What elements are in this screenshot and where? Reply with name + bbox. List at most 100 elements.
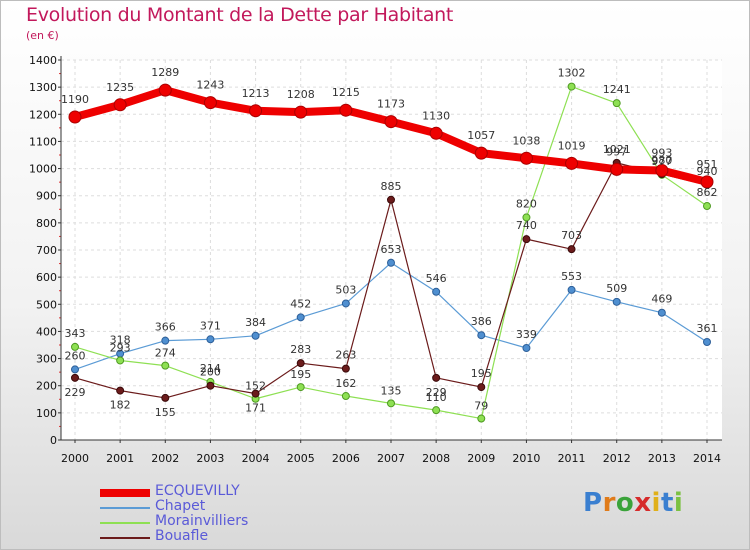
data-point bbox=[161, 361, 170, 370]
data-point bbox=[387, 399, 395, 408]
data-label: 361 bbox=[697, 322, 718, 335]
x-tick-label: 2007 bbox=[377, 452, 405, 465]
data-label: 452 bbox=[290, 297, 311, 310]
data-point bbox=[71, 373, 79, 382]
data-label: 1173 bbox=[377, 98, 405, 111]
logo-letter: r bbox=[602, 488, 616, 518]
data-label: 343 bbox=[65, 327, 86, 340]
x-tick-label: 2000 bbox=[61, 452, 89, 465]
data-point bbox=[251, 389, 260, 398]
data-point bbox=[206, 381, 215, 390]
y-tick-label: 200 bbox=[36, 380, 57, 393]
x-tick-label: 2008 bbox=[422, 452, 450, 465]
x-tick-label: 2010 bbox=[512, 452, 540, 465]
data-label: 1190 bbox=[61, 93, 89, 106]
data-point bbox=[161, 393, 170, 402]
y-tick-label: 900 bbox=[36, 190, 57, 203]
data-point bbox=[703, 202, 711, 211]
data-label: 1021 bbox=[603, 143, 631, 156]
data-label: 1289 bbox=[151, 66, 179, 79]
data-label: 1038 bbox=[512, 134, 540, 147]
data-point bbox=[294, 105, 308, 119]
legend-label: Bouafle bbox=[155, 528, 209, 544]
data-label: 1213 bbox=[242, 87, 270, 100]
data-point bbox=[158, 83, 172, 97]
data-label: 820 bbox=[516, 197, 537, 210]
data-label: 195 bbox=[471, 367, 492, 380]
data-label: 384 bbox=[245, 316, 266, 329]
chart-title: Evolution du Montant de la Dette par Hab… bbox=[26, 4, 454, 26]
data-label: 366 bbox=[155, 321, 176, 334]
legend-swatch bbox=[100, 522, 150, 524]
data-label: 980 bbox=[651, 154, 672, 167]
data-point bbox=[161, 336, 170, 345]
data-point bbox=[432, 373, 441, 382]
data-label: 110 bbox=[426, 391, 447, 404]
data-point bbox=[565, 156, 579, 170]
data-label: 263 bbox=[335, 349, 356, 362]
data-point bbox=[522, 213, 531, 222]
data-label: 993 bbox=[651, 146, 672, 159]
data-label: 1302 bbox=[558, 67, 586, 80]
data-label: 553 bbox=[561, 270, 582, 283]
data-label: 162 bbox=[335, 377, 356, 390]
data-label: 1235 bbox=[106, 81, 134, 94]
y-tick-label: 800 bbox=[36, 217, 57, 230]
x-tick-label: 2013 bbox=[648, 452, 676, 465]
data-label: 997 bbox=[606, 145, 627, 158]
data-label: 318 bbox=[110, 334, 131, 347]
data-label: 653 bbox=[381, 243, 402, 256]
data-label: 703 bbox=[561, 229, 582, 242]
x-tick-label: 2002 bbox=[151, 452, 179, 465]
data-point bbox=[341, 392, 350, 401]
legend-swatch bbox=[100, 489, 150, 497]
data-label: 386 bbox=[471, 315, 492, 328]
data-label: 339 bbox=[516, 328, 537, 341]
data-label: 200 bbox=[200, 366, 221, 379]
data-label: 1019 bbox=[558, 139, 586, 152]
data-point bbox=[71, 342, 79, 351]
data-point bbox=[296, 359, 305, 368]
data-point bbox=[387, 258, 395, 267]
data-point bbox=[567, 245, 576, 254]
data-label: 229 bbox=[65, 386, 86, 399]
y-tick-label: 400 bbox=[36, 325, 57, 338]
data-label: 1241 bbox=[603, 83, 631, 96]
data-point bbox=[477, 383, 486, 392]
data-label: 274 bbox=[155, 347, 176, 360]
data-point bbox=[341, 364, 350, 373]
data-point bbox=[657, 308, 666, 317]
data-label: 1243 bbox=[196, 79, 224, 92]
data-point bbox=[477, 331, 486, 340]
data-point bbox=[703, 338, 711, 347]
data-label: 977 bbox=[651, 155, 672, 168]
data-point bbox=[522, 343, 531, 352]
data-label: 283 bbox=[290, 343, 311, 356]
y-tick-label: 100 bbox=[36, 407, 57, 420]
data-point bbox=[432, 406, 441, 415]
data-point bbox=[251, 331, 260, 340]
data-label: 229 bbox=[426, 386, 447, 399]
data-label: 1208 bbox=[287, 88, 315, 101]
data-label: 171 bbox=[245, 402, 266, 415]
data-point bbox=[116, 356, 125, 365]
logo-letter: o bbox=[615, 488, 635, 518]
data-label: 260 bbox=[65, 349, 86, 362]
data-label: 546 bbox=[426, 272, 447, 285]
data-point bbox=[610, 162, 624, 176]
x-tick-label: 2014 bbox=[693, 452, 721, 465]
data-label: 152 bbox=[245, 380, 266, 393]
data-point bbox=[296, 383, 305, 392]
data-label: 885 bbox=[381, 180, 402, 193]
data-point bbox=[522, 235, 531, 244]
data-label: 182 bbox=[110, 399, 131, 412]
data-point bbox=[341, 299, 350, 308]
x-tick-label: 2005 bbox=[287, 452, 315, 465]
data-label: 214 bbox=[200, 362, 221, 375]
y-tick-label: 500 bbox=[36, 298, 57, 311]
data-label: 293 bbox=[110, 341, 131, 354]
data-point bbox=[384, 115, 398, 129]
x-tick-label: 2006 bbox=[332, 452, 360, 465]
data-point bbox=[116, 386, 125, 395]
data-point bbox=[567, 285, 576, 294]
